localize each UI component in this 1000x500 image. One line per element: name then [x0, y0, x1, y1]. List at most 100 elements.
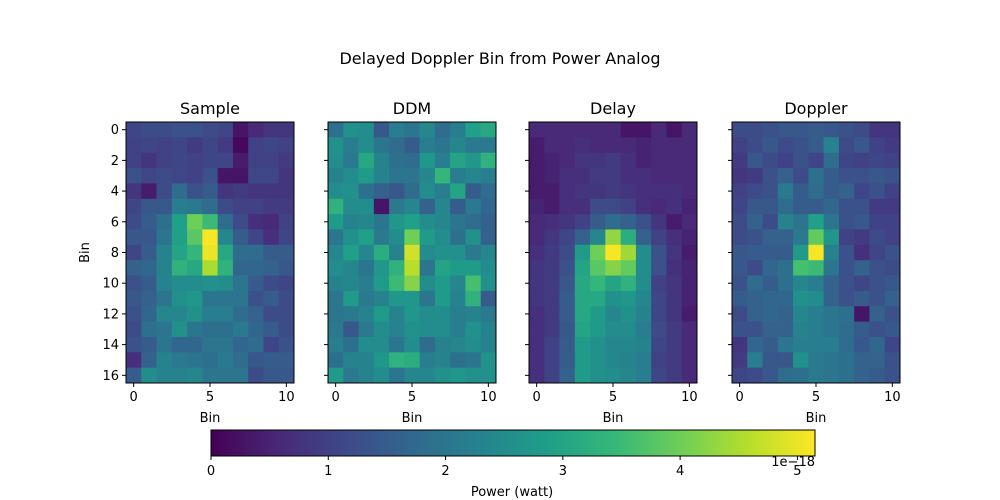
- heatmap-cell: [217, 367, 234, 384]
- heatmap-cell: [465, 122, 482, 138]
- heatmap-cell: [808, 275, 825, 292]
- heatmap-cell: [590, 260, 606, 276]
- heatmap-cell: [777, 152, 794, 169]
- heatmap-cell: [217, 352, 234, 369]
- heatmap-cell: [263, 336, 280, 353]
- heatmap-cell: [202, 275, 219, 292]
- heatmap-cell: [248, 275, 264, 292]
- heatmap-cell: [823, 367, 840, 384]
- heatmap-cell: [620, 321, 637, 338]
- heatmap-cell: [404, 275, 421, 292]
- heatmap-cell: [171, 183, 188, 200]
- heatmap-cell: [808, 152, 825, 169]
- heatmap-cell: [808, 321, 825, 338]
- heatmap-cell: [465, 336, 482, 353]
- heatmap-cell: [605, 290, 622, 307]
- colorbar-tick-label: 1: [324, 464, 332, 479]
- heatmap-cell: [666, 306, 683, 322]
- heatmap-cell: [187, 260, 203, 276]
- heatmap-cell: [529, 122, 545, 138]
- heatmap-cell: [732, 321, 748, 338]
- heatmap-cell: [869, 321, 886, 338]
- heatmap-cell: [232, 321, 249, 338]
- heatmap-cell: [171, 306, 188, 322]
- heatmap-cell: [419, 198, 436, 215]
- heatmap-cell: [732, 198, 748, 215]
- heatmap-cell: [747, 214, 763, 230]
- heatmap-cell: [465, 352, 482, 369]
- heatmap-cell: [141, 122, 157, 138]
- heatmap-cell: [590, 367, 606, 384]
- heatmap-cell: [465, 306, 482, 322]
- heatmap-cell: [869, 306, 886, 322]
- heatmap-cell: [187, 183, 203, 200]
- heatmap-cell: [480, 260, 497, 276]
- heatmap-cell: [559, 168, 576, 184]
- heatmap-cell: [793, 214, 809, 230]
- heatmap-cell: [651, 260, 667, 276]
- heatmap-cell: [620, 275, 637, 292]
- heatmap-cell: [869, 183, 886, 200]
- heatmap-cell: [141, 152, 157, 169]
- heatmap-cell: [450, 321, 466, 338]
- heatmap-cell: [187, 275, 203, 292]
- heatmap-cell: [202, 152, 219, 169]
- heatmap-cell: [732, 260, 748, 276]
- heatmap-cell: [373, 137, 390, 154]
- heatmap-cell: [480, 137, 497, 154]
- heatmap-cell: [278, 122, 295, 138]
- heatmap-cell: [681, 183, 698, 200]
- heatmap-cell: [793, 198, 809, 215]
- heatmap-cell: [854, 260, 870, 276]
- heatmap-cell: [202, 183, 219, 200]
- heatmap-cell: [450, 336, 466, 353]
- heatmap-cell: [838, 321, 855, 338]
- panel-title: Sample: [180, 99, 240, 118]
- heatmap-cell: [156, 122, 173, 138]
- heatmap-cell: [171, 168, 188, 184]
- heatmap-cell: [389, 122, 405, 138]
- heatmap-cell: [343, 321, 359, 338]
- heatmap-cell: [620, 183, 637, 200]
- y-tick-label: 4: [111, 185, 119, 200]
- heatmap-cell: [747, 183, 763, 200]
- heatmap-cell: [263, 229, 280, 246]
- heatmap-cell: [389, 137, 405, 154]
- heatmap-cell: [126, 168, 142, 184]
- heatmap-cell: [343, 306, 359, 322]
- heatmap-cell: [126, 198, 142, 215]
- heatmap-cell: [635, 336, 652, 353]
- heatmap-cell: [777, 168, 794, 184]
- heatmap-cell: [605, 152, 622, 169]
- heatmap-cell: [777, 244, 794, 261]
- y-tick-label: 6: [111, 215, 119, 230]
- x-axis-label: Bin: [603, 411, 624, 426]
- heatmap-cell: [373, 367, 390, 384]
- heatmap-cell: [389, 367, 405, 384]
- heatmap-cell: [217, 321, 234, 338]
- heatmap-cell: [358, 321, 375, 338]
- heatmap-cell: [808, 122, 825, 138]
- heatmap-cell: [141, 229, 157, 246]
- heatmap-cell: [635, 244, 652, 261]
- heatmap-cell: [248, 198, 264, 215]
- heatmap-cell: [156, 336, 173, 353]
- heatmap-cell: [419, 168, 436, 184]
- heatmap-cell: [681, 260, 698, 276]
- heatmap-cell: [574, 168, 591, 184]
- heatmap-cell: [389, 336, 405, 353]
- heatmap-cell: [777, 260, 794, 276]
- heatmap-cell: [793, 290, 809, 307]
- heatmap-cell: [343, 152, 359, 169]
- heatmap-cell: [404, 214, 421, 230]
- heatmap-cell: [419, 275, 436, 292]
- heatmap-cell: [620, 352, 637, 369]
- heatmap-cell: [450, 244, 466, 261]
- heatmap-cell: [620, 198, 637, 215]
- heatmap-cell: [343, 122, 359, 138]
- heatmap-cell: [343, 214, 359, 230]
- heatmap-cell: [358, 198, 375, 215]
- heatmap-cell: [419, 183, 436, 200]
- heatmap-cell: [232, 137, 249, 154]
- heatmap-cell: [838, 306, 855, 322]
